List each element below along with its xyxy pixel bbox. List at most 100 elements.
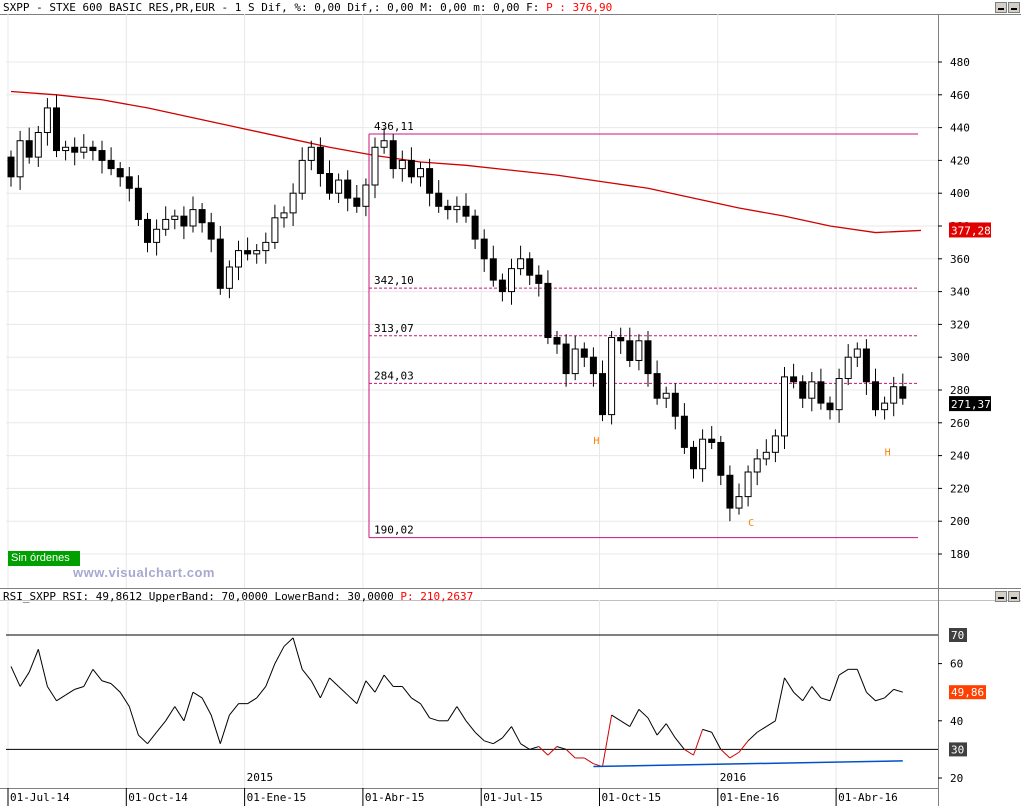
candle-bear [180,215,188,227]
price-tick-label: 260 [950,417,970,430]
candle-bull [881,402,889,411]
candle-bear [326,173,333,194]
candle-bull [16,140,24,178]
rsi-segment [529,746,539,750]
rsi-segment [65,688,75,696]
rsi-segment [174,706,185,722]
candle-bear [207,222,215,240]
price-tick-label: 240 [950,450,970,463]
rsi-header-text: RSI_SXPP RSI: 49,8612 UpperBand: 70,0000… [3,590,401,603]
rsi-band-tag [949,628,967,642]
fibonacci-level-label: 436,11 [374,120,414,133]
candle-bull [808,381,816,399]
candle-bull [890,386,898,404]
time-tick-label: 01-Abr-16 [838,791,898,804]
rsi-segment [656,723,667,736]
minimize-main-button[interactable] [995,2,1007,13]
close-rsi-button[interactable] [1008,591,1020,602]
candle-bear [562,343,570,375]
price-tick-label: 200 [950,515,970,528]
rsi-segment [520,743,530,750]
rsi-band-tag-label: 30 [951,743,964,756]
time-tick-label: 01-Oct-14 [128,791,188,804]
rsi-segment [74,686,84,690]
candle-bull [335,179,343,194]
candle-bear [726,474,734,509]
candle-bull [517,258,525,270]
candle-bull [417,168,424,178]
rsi-segment [484,740,494,745]
candle-bull [835,378,843,411]
fibonacci-level-label: 190,02 [374,524,414,537]
candle-bull [262,241,270,252]
price-tick-label: 340 [950,286,970,299]
minimize-rsi-button[interactable] [995,591,1007,602]
candle-bear [899,386,907,399]
status-badge[interactable]: Sin órdenes [8,551,80,566]
rsi-segment [474,731,485,742]
candle-bear [389,140,397,170]
rsi-segment [884,688,895,699]
main-header-text: SXPP - STXE 600 BASIC RES,PR,EUR - 1 S D… [3,1,547,14]
candle-bear [799,381,807,399]
time-tick-label: 01-Jul-15 [483,791,543,804]
candle-bear [144,218,151,243]
rsi-segment [411,697,421,705]
candle-bear [125,176,133,189]
candle-bear [690,446,697,470]
rsi-segment [229,703,239,716]
candle-bull [171,215,179,220]
candle-bear [480,238,488,260]
candle-bear [98,150,106,161]
candle-bull [62,146,70,152]
fibonacci-level-label: 342,10 [374,274,414,287]
candle-bear [826,402,834,411]
time-tick-label: 01-Oct-15 [602,791,662,804]
candle-bear [626,340,634,361]
rsi-segment [138,734,148,745]
candle-bear [498,279,506,293]
rsi-segment [247,697,257,705]
close-main-button[interactable] [1008,2,1020,13]
candle-bear [671,392,679,417]
price-tick-label: 460 [950,89,970,102]
rsi-segment [511,726,522,744]
candle-bull [80,146,88,153]
rsi-segment [702,728,712,733]
pattern-label: C [748,518,754,529]
main-chart-header: SXPP - STXE 600 BASIC RES,PR,EUR - 1 S D… [3,1,612,14]
rsi-segment [766,720,776,727]
rsi-segment [365,680,376,693]
rsi-segment [556,746,567,750]
candle-bull [508,268,515,293]
rsi-segment [875,697,885,702]
rsi-segment [219,714,230,744]
candle-bull [771,435,779,453]
candle-bull [844,356,852,380]
year-label: 2016 [720,771,747,784]
rsi-segment [665,723,676,739]
candle-bear [489,258,497,281]
candle-bear [535,274,543,284]
candle-bear [708,438,716,443]
candle-bull [571,348,579,375]
candle-bull [189,209,197,227]
candle-bull [225,266,233,289]
rsi-segment [420,703,431,719]
rsi-segment [56,694,66,702]
candle-bear [862,348,870,383]
rsi-segment [820,697,831,702]
candle-bull [253,250,261,255]
time-tick-label: 01-Ene-16 [720,791,780,804]
rsi-segment [866,691,876,702]
rsi-tick-label: 60 [950,658,963,671]
rsi-segment [465,720,476,733]
rsi-segment [28,649,39,673]
rsi-segment [210,714,221,744]
rsi-segment [784,677,795,693]
rsi-segment [256,686,267,699]
candle-bear [435,192,443,207]
rsi-baseline [593,760,903,768]
price-tick-label: 360 [950,253,970,266]
rsi-segment [347,694,358,705]
